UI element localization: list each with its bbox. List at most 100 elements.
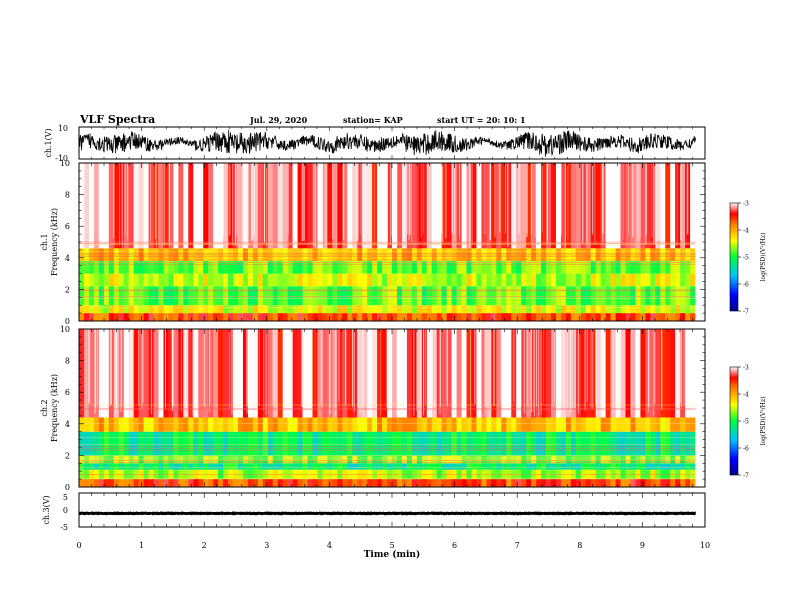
spectrogram-cell	[625, 479, 631, 487]
spectrogram-cell	[267, 286, 274, 306]
spectrogram-cell	[501, 260, 507, 274]
spectrogram-cell	[426, 479, 433, 487]
spectrogram-cell	[396, 417, 403, 432]
time-tick-label: 5	[389, 541, 394, 550]
spectrogram-cell	[153, 273, 159, 287]
ch1-waveform-line	[79, 129, 696, 157]
spectrogram-cell	[660, 273, 666, 287]
spectrogram-cell	[382, 329, 388, 418]
spectrogram-cell	[665, 248, 671, 261]
spectrogram-cell	[541, 260, 547, 274]
spectrogram-cell	[237, 286, 244, 306]
spectrogram-cell	[506, 260, 512, 274]
spectrogram-cell	[93, 469, 100, 480]
spectrogram-cell	[491, 248, 497, 261]
spectrogram-cell	[327, 260, 333, 274]
spectrogram-cell	[252, 479, 259, 487]
spectrogram-cell	[392, 329, 398, 418]
spectrogram-cell	[580, 313, 587, 321]
spectrogram-cell	[247, 455, 254, 464]
ch3-waveform-frame	[78, 492, 706, 528]
spectrogram-cell	[565, 260, 572, 274]
frequency-tick-label: 2	[65, 451, 70, 460]
spectrogram-cell	[178, 431, 184, 456]
spectrogram-cell	[675, 273, 681, 287]
spectrogram-cell	[620, 248, 626, 261]
spectrogram-cell	[531, 260, 537, 274]
spectrogram-cell	[401, 455, 408, 464]
spectrogram-cell	[570, 313, 577, 321]
spectrogram-cell	[491, 305, 497, 314]
spectrogram-cell	[406, 479, 413, 487]
spectrogram-cell	[640, 163, 646, 249]
spectrogram-cell	[476, 469, 482, 480]
spectrogram-cell	[262, 463, 269, 470]
spectrogram-cell	[640, 479, 646, 487]
ch2-colorbar-ticks: -3-4-5-6-7	[738, 365, 749, 480]
spectrogram-cell	[411, 463, 418, 470]
spectrogram-cell	[377, 260, 383, 274]
spectrogram-cell	[347, 305, 353, 314]
spectrogram-cell	[372, 273, 378, 287]
spectrogram-cell	[183, 286, 189, 306]
spectrogram-cell	[118, 260, 125, 274]
spectrogram-cell	[138, 463, 144, 470]
spectrogram-cell	[382, 248, 388, 261]
spectrogram-cell	[198, 463, 204, 470]
spectrogram-cell	[237, 313, 244, 321]
ch2-spectrogram-image	[79, 329, 705, 487]
spectrogram-cell	[486, 248, 492, 261]
spectrogram-cell	[168, 273, 174, 287]
spectrogram-cell	[113, 455, 120, 464]
spectrogram-cell	[292, 286, 298, 306]
spectrogram-cell	[218, 163, 224, 249]
spectrogram-cell	[367, 479, 373, 487]
spectrogram-cell	[491, 431, 497, 456]
spectrogram-cell	[675, 417, 681, 432]
spectrogram-cell	[650, 163, 656, 249]
spectrogram-cell	[486, 469, 492, 480]
spectrogram-cell	[456, 463, 462, 470]
spectrogram-cell	[446, 273, 452, 287]
spectrogram-cell	[138, 305, 144, 314]
spectrogram-cell	[526, 163, 532, 249]
spectrogram-cell	[257, 431, 264, 456]
spectrogram-cell	[680, 260, 686, 274]
spectrogram-cell	[615, 469, 621, 480]
spectrogram-cell	[93, 248, 100, 261]
spectrogram-cell	[262, 305, 269, 314]
spectrogram-cell	[392, 479, 398, 487]
spectrogram-cell	[431, 305, 438, 314]
spectrogram-cell	[546, 329, 552, 418]
spectrogram-cell	[322, 431, 328, 456]
spectrogram-cell	[88, 273, 95, 287]
spectrogram-cell	[670, 431, 676, 456]
spectrogram-cell	[526, 260, 532, 274]
spectrogram-cell	[133, 163, 139, 249]
spectrogram-cell	[526, 313, 532, 321]
spectrogram-cell	[565, 469, 572, 480]
spectrogram-cell	[262, 479, 269, 487]
spectrogram-cell	[436, 329, 442, 418]
spectrogram-cell	[665, 313, 671, 321]
spectrogram-cell	[476, 313, 482, 321]
spectrogram-cell	[506, 286, 512, 306]
spectrogram-cell	[456, 431, 462, 456]
spectrogram-cell	[79, 248, 85, 261]
spectrogram-cell	[247, 305, 254, 314]
spectrogram-cell	[406, 260, 413, 274]
spectrogram-cell	[392, 469, 398, 480]
spectrogram-cell	[396, 163, 403, 249]
spectrogram-cell	[690, 455, 696, 464]
spectrogram-cell	[565, 431, 572, 456]
spectrogram-cell	[292, 329, 298, 418]
spectrogram-cell	[416, 273, 423, 287]
spectrogram-cell	[183, 455, 189, 464]
spectrogram-cell	[223, 313, 229, 321]
spectrogram-cell	[272, 248, 279, 261]
spectrogram-cell	[431, 313, 438, 321]
spectrogram-cell	[685, 305, 691, 314]
spectrogram-cell	[312, 417, 318, 432]
spectrogram-cell	[546, 431, 552, 456]
spectrogram-cell	[605, 417, 611, 432]
